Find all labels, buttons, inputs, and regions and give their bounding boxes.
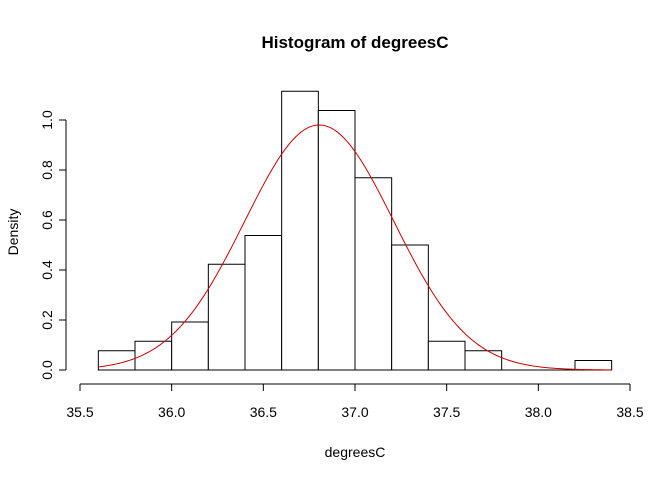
chart-title: Histogram of degreesC [261,33,448,52]
histogram-bar-13 [574,360,613,371]
x-axis-label: degreesC [325,444,386,460]
histogram-bar-3 [207,263,246,371]
y-tick-label: 1.0 [39,110,55,130]
x-tick-label: 35.5 [66,404,93,420]
x-tick-label: 36.5 [250,404,277,420]
density-curve [98,124,612,371]
x-axis: 35.5 36.0 36.5 37.0 37.5 38.0 38.5 [66,383,644,420]
y-axis: 0.0 0.2 0.4 0.6 0.8 1.0 [39,110,67,380]
histogram-bar-9 [427,340,466,371]
y-tick-label: 0.4 [39,260,55,280]
histogram-bar-10 [464,350,503,371]
histogram-bar-4 [244,235,283,371]
histogram-bar-2 [171,321,209,371]
y-tick-label: 0.0 [39,360,55,380]
histogram-bar-6 [317,110,356,371]
y-tick-label: 0.2 [39,310,55,330]
histogram-bars [97,90,613,371]
x-tick-label: 38.0 [525,404,552,420]
y-tick-label: 0.6 [39,210,55,230]
histogram-bar-5 [281,90,319,371]
y-tick-label: 0.8 [39,160,55,180]
x-tick-label: 38.5 [616,404,643,420]
y-axis-label: Density [5,209,21,256]
x-tick-label: 37.5 [433,404,460,420]
histogram-bar-8 [391,244,429,371]
histogram-bar-7 [354,177,393,371]
x-tick-label: 37.0 [341,404,368,420]
x-tick-label: 36.0 [158,404,185,420]
